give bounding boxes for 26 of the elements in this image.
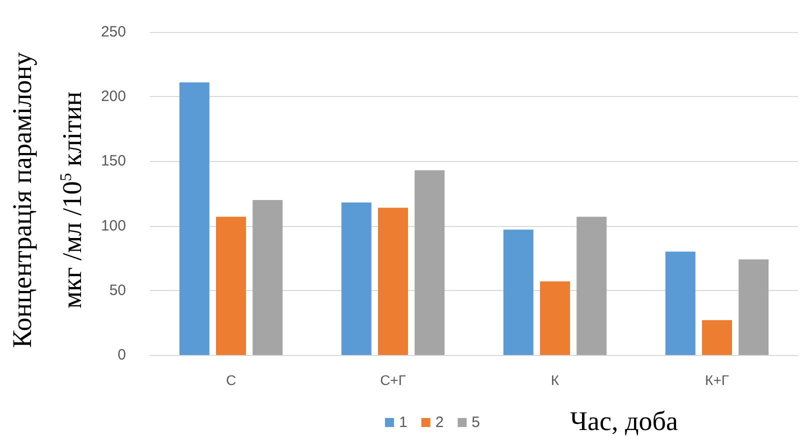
y-tick-label: 150 — [100, 152, 126, 170]
y-tick-label: 100 — [100, 217, 126, 234]
y-tick-label: 200 — [100, 88, 126, 106]
bar — [738, 259, 769, 355]
y-tick-label: 50 — [109, 282, 126, 299]
bar — [702, 320, 732, 355]
bar — [216, 216, 246, 355]
y-tick-label: 250 — [100, 24, 126, 40]
bar — [341, 202, 372, 355]
x-tick-label: К+Г — [705, 372, 730, 388]
bar — [414, 170, 445, 355]
x-tick-label: С — [226, 372, 236, 388]
bar — [503, 230, 534, 355]
bar — [252, 200, 283, 355]
legend-label: 5 — [472, 414, 480, 431]
bar — [665, 252, 696, 355]
bar — [540, 281, 570, 355]
legend-label: 1 — [399, 414, 408, 431]
bar — [179, 82, 210, 355]
bar — [378, 208, 408, 355]
x-tick-label: К — [550, 372, 560, 388]
x-axis-title: Час, доба — [570, 406, 678, 437]
legend-label: 2 — [435, 414, 444, 431]
y-tick-label: 0 — [118, 346, 126, 364]
bar — [576, 216, 607, 355]
x-tick-label: С+Г — [380, 372, 406, 388]
